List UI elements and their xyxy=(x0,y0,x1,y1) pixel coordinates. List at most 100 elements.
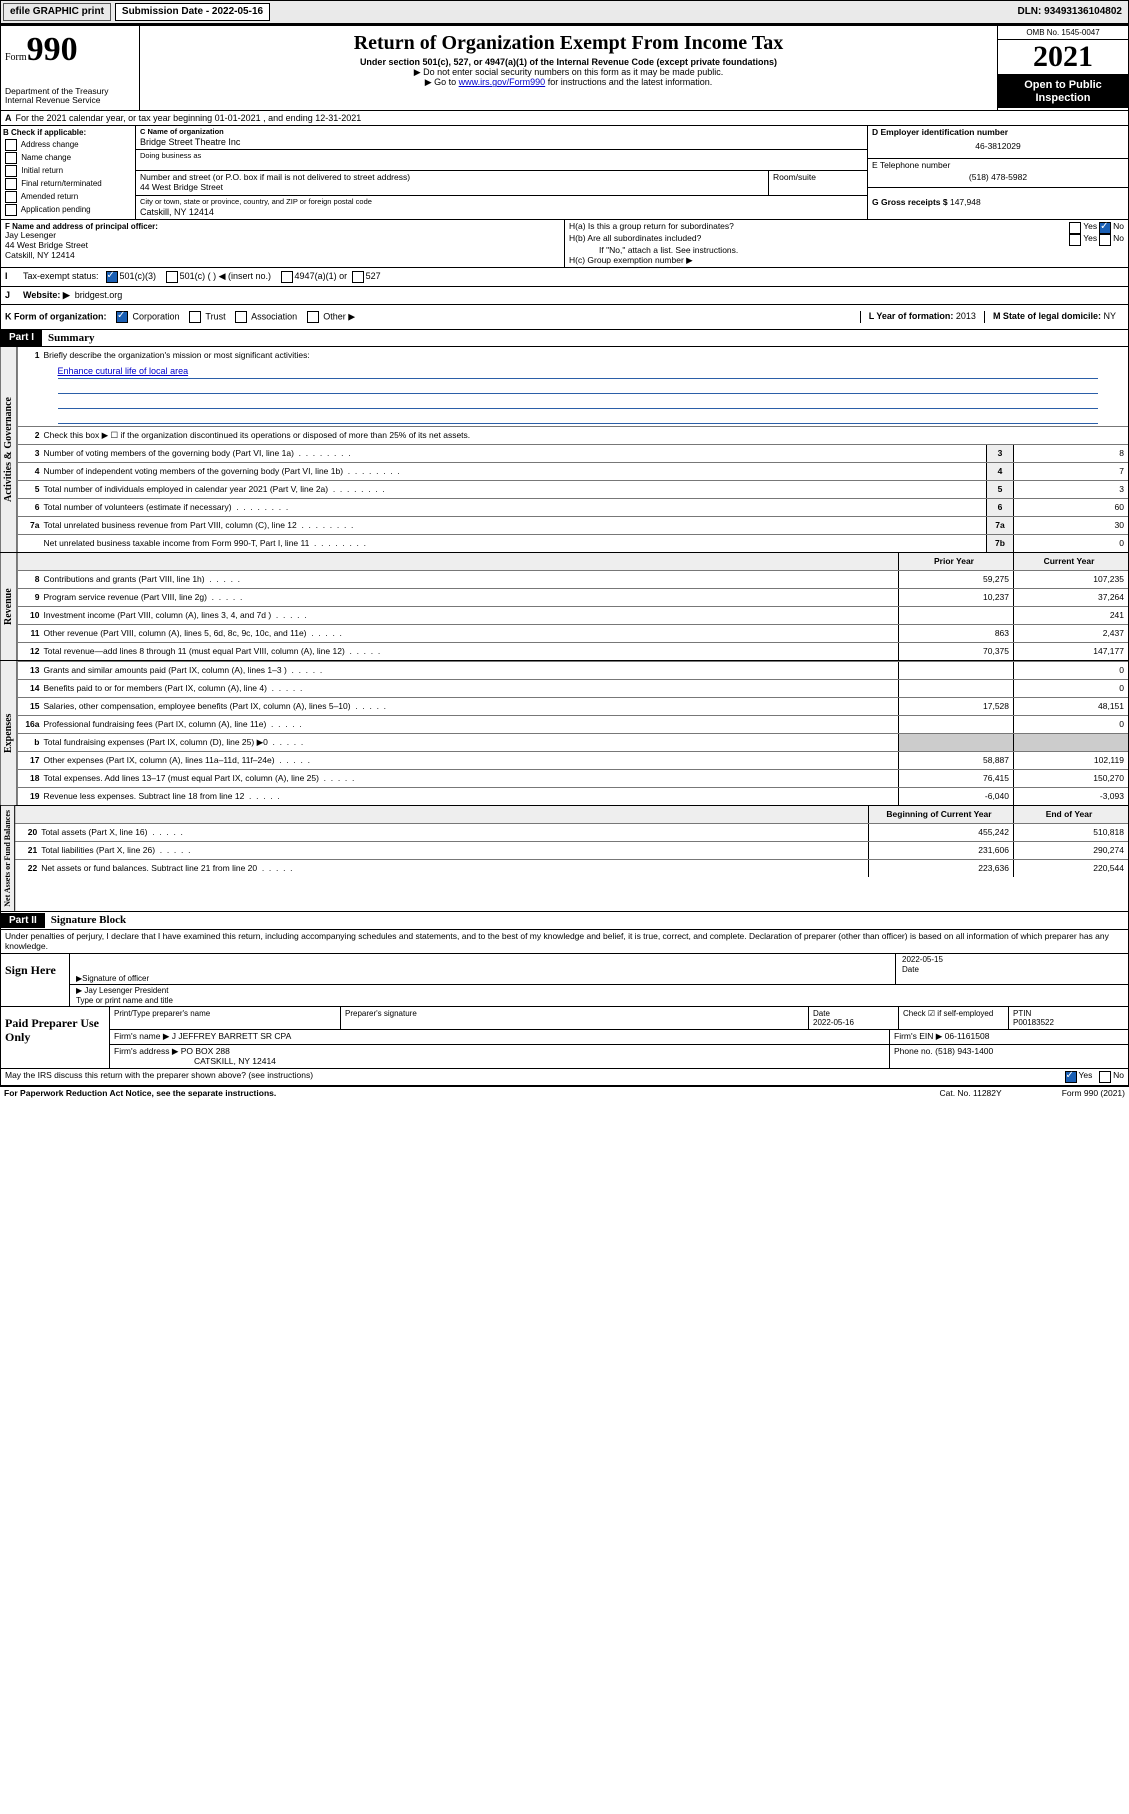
summary-row: 14Benefits paid to or for members (Part … xyxy=(18,679,1129,697)
chk-501c3[interactable] xyxy=(106,271,118,283)
summary-row: 10Investment income (Part VIII, column (… xyxy=(18,606,1129,624)
state-domicile: NY xyxy=(1103,311,1116,321)
chk-name-change[interactable]: Name change xyxy=(3,152,133,164)
website-label: Website: ▶ xyxy=(23,290,70,300)
ptin-label: PTIN xyxy=(1013,1009,1031,1018)
part1-title: Summary xyxy=(42,330,100,347)
firm-ein-label: Firm's EIN ▶ xyxy=(894,1031,942,1041)
summary-row: 21Total liabilities (Part X, line 26) . … xyxy=(15,841,1128,859)
pra-notice: For Paperwork Reduction Act Notice, see … xyxy=(4,1089,879,1099)
officer-name-title: Jay Lesenger President xyxy=(84,986,168,995)
phone: (518) 943-1400 xyxy=(935,1046,993,1056)
summary-row: 16aProfessional fundraising fees (Part I… xyxy=(18,715,1129,733)
dba-label: Doing business as xyxy=(140,152,863,161)
goto-suffix: for instructions and the latest informat… xyxy=(545,77,712,87)
gross-receipts: 147,948 xyxy=(950,197,981,207)
submission-date: Submission Date - 2022-05-16 xyxy=(115,3,270,21)
paid-preparer-label: Paid Preparer Use Only xyxy=(1,1007,109,1069)
ha-no[interactable] xyxy=(1099,222,1111,234)
chk-amended[interactable]: Amended return xyxy=(3,191,133,203)
chk-4947[interactable] xyxy=(281,271,293,283)
chk-corporation[interactable] xyxy=(116,311,128,323)
firm-name: J JEFFREY BARRETT SR CPA xyxy=(172,1031,292,1041)
hdr-current-year: Current Year xyxy=(1013,553,1128,570)
summary-row: 19Revenue less expenses. Subtract line 1… xyxy=(18,787,1129,805)
hb-no[interactable] xyxy=(1099,234,1111,246)
penalties-text: Under penalties of perjury, I declare th… xyxy=(0,930,1129,955)
tax-exempt-label: Tax-exempt status: xyxy=(23,271,99,283)
check-self-employed[interactable]: Check ☑ if self-employed xyxy=(903,1009,993,1018)
chk-527[interactable] xyxy=(352,271,364,283)
chk-initial-return[interactable]: Initial return xyxy=(3,165,133,177)
part1-header: Part I xyxy=(1,330,42,346)
tax-year: 2021 xyxy=(998,40,1128,76)
chk-association[interactable] xyxy=(235,311,247,323)
form-number: 990 xyxy=(27,31,78,68)
ha-yes[interactable] xyxy=(1069,222,1081,234)
form-title: Return of Organization Exempt From Incom… xyxy=(144,32,993,55)
summary-row: 5Total number of individuals employed in… xyxy=(18,480,1129,498)
summary-row: 18Total expenses. Add lines 13–17 (must … xyxy=(18,769,1129,787)
line2-text: Check this box ▶ ☐ if the organization d… xyxy=(44,429,1129,443)
summary-row: 13Grants and similar amounts paid (Part … xyxy=(18,661,1129,679)
officer-addr2: Catskill, NY 12414 xyxy=(5,251,560,261)
subtitle-ssn: ▶ Do not enter social security numbers o… xyxy=(144,67,993,77)
summary-row: 17Other expenses (Part IX, column (A), l… xyxy=(18,751,1129,769)
summary-row: 12Total revenue—add lines 8 through 11 (… xyxy=(18,642,1129,660)
hdr-prior-year: Prior Year xyxy=(898,553,1013,570)
section-e-label: E Telephone number xyxy=(872,161,1124,171)
irs-label: Internal Revenue Service xyxy=(5,96,135,106)
discuss-no[interactable] xyxy=(1099,1071,1111,1083)
instructions-link[interactable]: www.irs.gov/Form990 xyxy=(459,77,546,87)
form-label-small: Form xyxy=(5,52,27,63)
part2-header: Part II xyxy=(1,913,45,929)
may-irs-discuss: May the IRS discuss this return with the… xyxy=(5,1071,1063,1083)
type-name-label: Type or print name and title xyxy=(76,996,173,1005)
form-footer: Form 990 (2021) xyxy=(1062,1089,1125,1099)
chk-app-pending[interactable]: Application pending xyxy=(3,204,133,216)
vtab-net-assets: Net Assets or Fund Balances xyxy=(1,806,15,911)
line1-text: Briefly describe the organization's miss… xyxy=(44,349,1129,363)
sig-officer-label: Signature of officer xyxy=(82,974,149,983)
hb-yes[interactable] xyxy=(1069,234,1081,246)
city-label: City or town, state or province, country… xyxy=(140,198,863,207)
summary-row: 9Program service revenue (Part VIII, lin… xyxy=(18,588,1129,606)
hdr-boy: Beginning of Current Year xyxy=(868,806,1013,823)
hdr-eoy: End of Year xyxy=(1013,806,1128,823)
section-a-label: A xyxy=(5,113,12,123)
firm-name-label: Firm's name ▶ xyxy=(114,1031,169,1041)
efile-print-button[interactable]: efile GRAPHIC print xyxy=(3,3,111,21)
omb-number: OMB No. 1545-0047 xyxy=(998,26,1128,40)
phone-label: Phone no. xyxy=(894,1046,933,1056)
chk-final-return[interactable]: Final return/terminated xyxy=(3,178,133,190)
chk-trust[interactable] xyxy=(189,311,201,323)
tax-year-range: For the 2021 calendar year, or tax year … xyxy=(16,113,362,123)
org-name: Bridge Street Theatre Inc xyxy=(140,137,863,147)
summary-row: Net unrelated business taxable income fr… xyxy=(18,534,1129,552)
ein: 46-3812029 xyxy=(872,138,1124,156)
date-label: Date xyxy=(902,965,1122,974)
officer-name: Jay Lesenger xyxy=(5,231,560,241)
sig-date: 2022-05-15 xyxy=(902,955,1122,964)
prep-date: 2022-05-16 xyxy=(813,1018,854,1027)
prep-date-label: Date xyxy=(813,1009,830,1018)
firm-addr: PO BOX 288 xyxy=(181,1046,230,1056)
chk-501c[interactable] xyxy=(166,271,178,283)
section-l-label: L Year of formation: xyxy=(869,311,954,321)
ptin: P00183522 xyxy=(1013,1018,1054,1027)
part2-title: Signature Block xyxy=(45,912,132,929)
section-b-label: B Check if applicable: xyxy=(3,128,133,137)
section-d-label: D Employer identification number xyxy=(872,128,1124,138)
discuss-yes[interactable] xyxy=(1065,1071,1077,1083)
summary-row: 22Net assets or fund balances. Subtract … xyxy=(15,859,1128,877)
year-formation: 2013 xyxy=(956,311,976,321)
firm-ein: 06-1161508 xyxy=(945,1031,990,1041)
section-m-label: M State of legal domicile: xyxy=(993,311,1101,321)
open-to-public: Open to Public Inspection xyxy=(998,75,1128,108)
city-state-zip: Catskill, NY 12414 xyxy=(140,207,863,217)
prep-name-label: Print/Type preparer's name xyxy=(114,1009,210,1018)
chk-address-change[interactable]: Address change xyxy=(3,139,133,151)
chk-other[interactable] xyxy=(307,311,319,323)
section-k-label: K Form of organization: xyxy=(5,311,107,321)
officer-addr1: 44 West Bridge Street xyxy=(5,241,560,251)
